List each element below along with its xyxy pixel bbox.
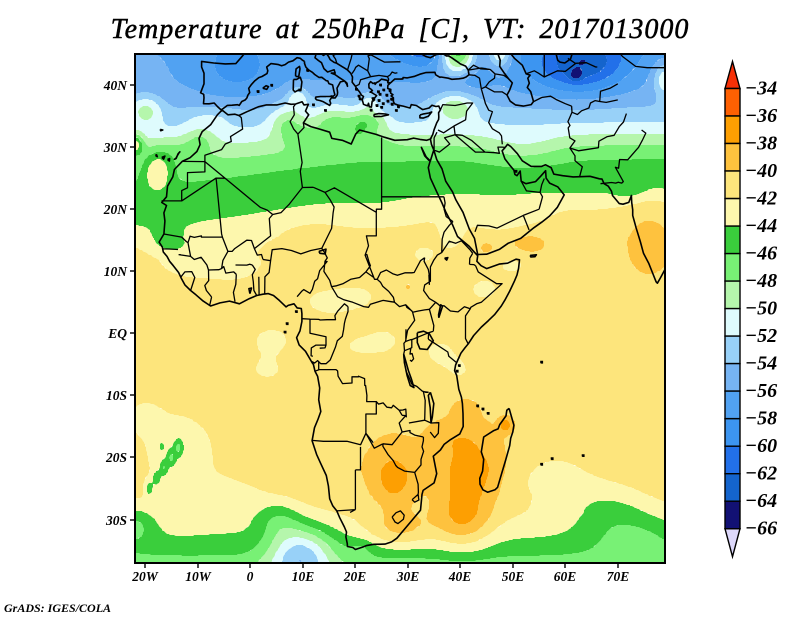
svg-text:30N: 30N [103,140,129,155]
svg-text:40E: 40E [448,569,472,584]
svg-text:EQ: EQ [107,326,127,341]
svg-text:10N: 10N [104,264,129,279]
svg-text:40N: 40N [103,78,129,93]
svg-text:20W: 20W [131,569,159,584]
svg-text:−44: −44 [745,215,777,237]
svg-text:−36: −36 [745,105,777,127]
svg-text:30S: 30S [105,513,127,528]
svg-text:0: 0 [247,569,254,584]
svg-text:70E: 70E [607,569,630,584]
svg-text:−64: −64 [745,490,777,512]
svg-text:−48: −48 [745,270,777,292]
svg-text:30E: 30E [396,569,420,584]
svg-text:−40: −40 [745,160,777,182]
svg-text:10W: 10W [185,569,212,584]
svg-text:−60: −60 [745,435,777,457]
svg-text:20S: 20S [105,450,127,465]
svg-text:50E: 50E [502,569,525,584]
svg-text:20E: 20E [343,569,367,584]
svg-text:−46: −46 [745,243,777,265]
svg-text:−62: −62 [745,463,777,485]
svg-text:−66: −66 [745,518,777,540]
svg-text:−52: −52 [745,325,777,347]
svg-text:−54: −54 [745,353,777,375]
svg-text:−58: −58 [745,408,777,430]
svg-text:−42: −42 [745,188,777,210]
svg-text:10E: 10E [292,569,315,584]
svg-text:−50: −50 [745,298,777,320]
svg-text:−34: −34 [745,78,777,100]
svg-text:60E: 60E [554,569,577,584]
svg-text:20N: 20N [103,202,129,217]
svg-text:10S: 10S [106,388,127,403]
svg-text:−56: −56 [745,380,777,402]
svg-text:−38: −38 [745,133,777,155]
